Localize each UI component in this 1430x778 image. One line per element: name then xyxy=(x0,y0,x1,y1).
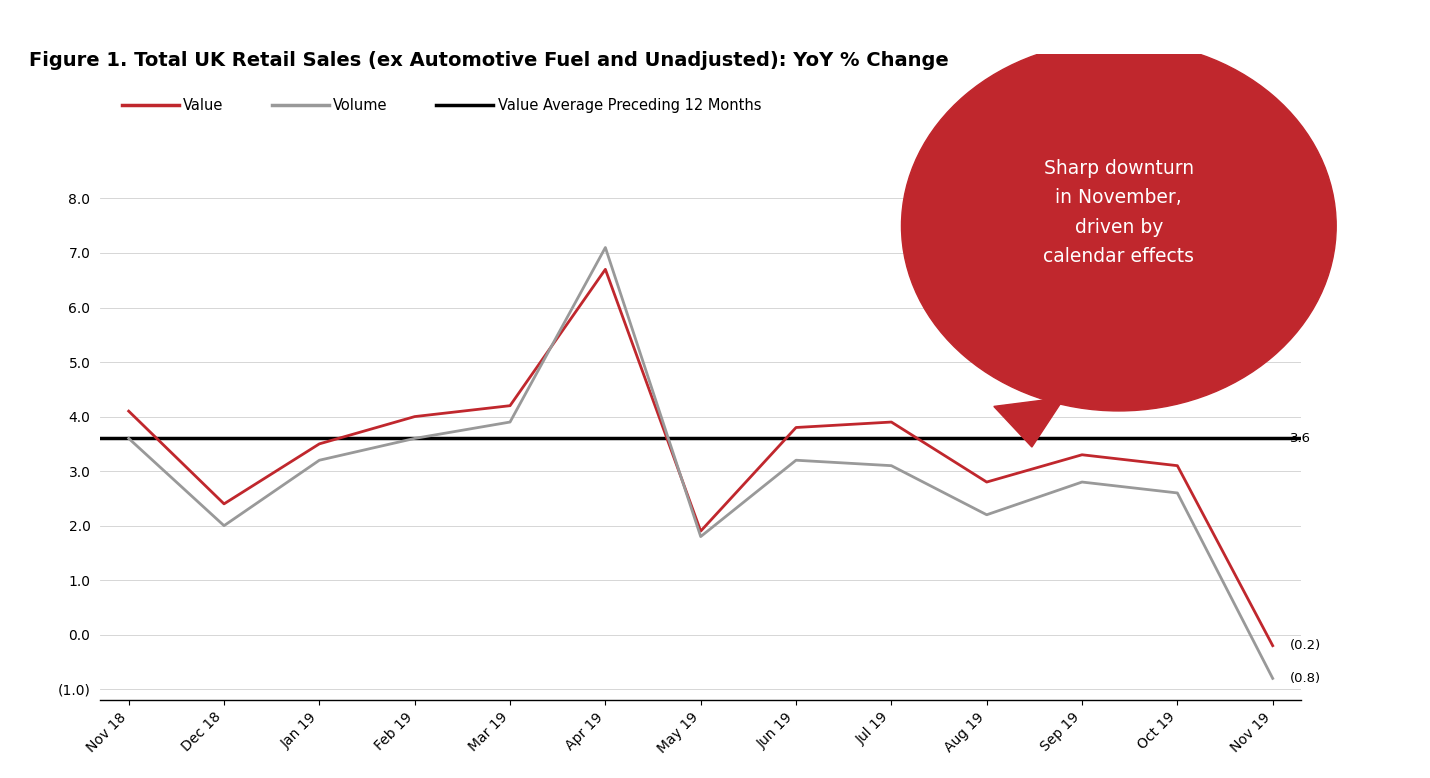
Polygon shape xyxy=(994,398,1064,447)
Text: (0.2): (0.2) xyxy=(1290,640,1321,652)
Text: (0.8): (0.8) xyxy=(1290,672,1321,685)
Text: Figure 1. Total UK Retail Sales (ex Automotive Fuel and Unadjusted): YoY % Chang: Figure 1. Total UK Retail Sales (ex Auto… xyxy=(29,51,948,69)
Text: 3.6: 3.6 xyxy=(1290,432,1311,445)
Text: Volume: Volume xyxy=(333,97,388,113)
Text: Value: Value xyxy=(183,97,223,113)
Text: Value Average Preceding 12 Months: Value Average Preceding 12 Months xyxy=(498,97,761,113)
Ellipse shape xyxy=(901,41,1336,411)
Text: Sharp downturn
in November,
driven by
calendar effects: Sharp downturn in November, driven by ca… xyxy=(1044,159,1194,266)
